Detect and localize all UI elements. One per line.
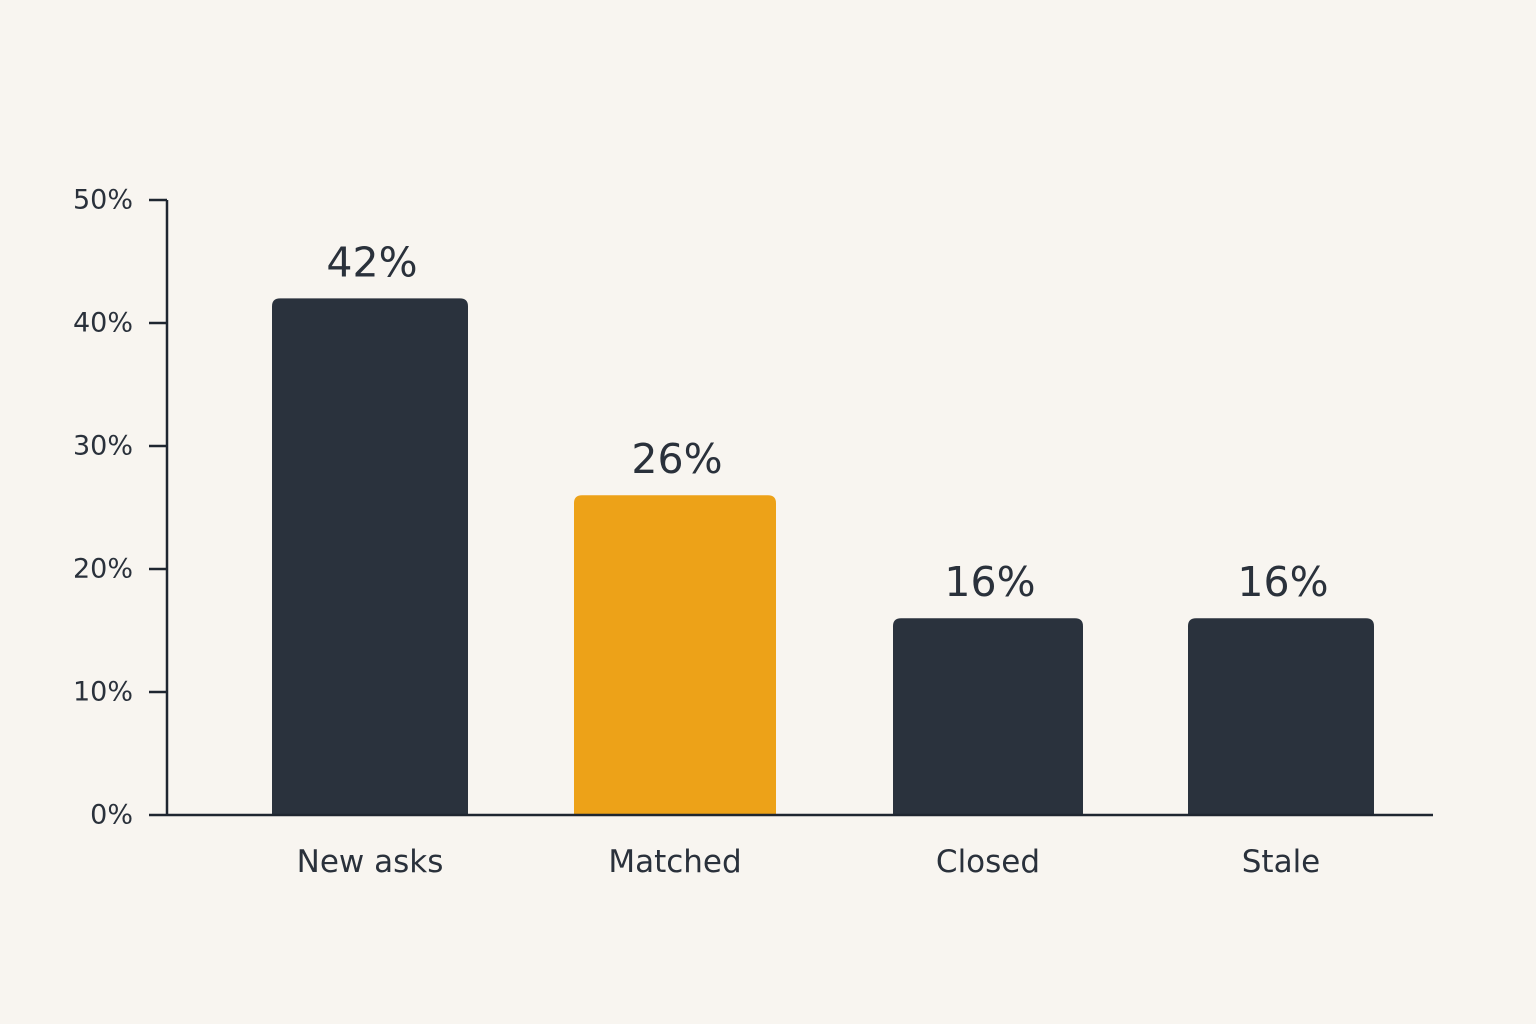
y-tick-label: 50% (73, 185, 133, 216)
y-tick-label: 20% (73, 554, 133, 585)
bar-new-asks (272, 298, 468, 815)
x-category-label: Closed (936, 844, 1040, 880)
category-labels: New asks Matched Closed Stale (297, 844, 1321, 880)
y-tick-label: 30% (73, 431, 133, 462)
y-tick-label: 0% (90, 800, 133, 831)
x-category-label: New asks (297, 844, 444, 880)
data-label: 16% (944, 558, 1035, 606)
data-label: 26% (631, 435, 722, 483)
bar-closed (893, 618, 1083, 815)
data-label: 42% (326, 238, 417, 286)
y-tick-label: 40% (73, 308, 133, 339)
data-labels: 42% 26% 16% 16% (326, 238, 1328, 606)
bar-matched (574, 495, 776, 815)
bars (272, 298, 1374, 815)
y-tick-label: 10% (73, 677, 133, 708)
x-category-label: Stale (1242, 844, 1321, 880)
x-category-label: Matched (608, 844, 741, 880)
y-axis-ticks: 0% 10% 20% 30% 40% 50% (73, 185, 167, 831)
data-label: 16% (1237, 558, 1328, 606)
bar-stale (1188, 618, 1374, 815)
